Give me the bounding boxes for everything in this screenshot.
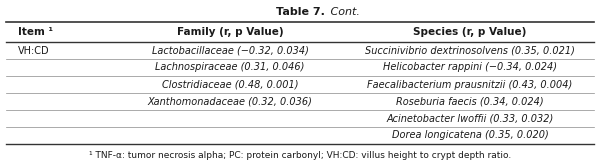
Text: Lachnospiraceae (0.31, 0.046): Lachnospiraceae (0.31, 0.046) <box>155 62 305 73</box>
Text: Family (r, p Value): Family (r, p Value) <box>176 27 283 37</box>
Text: Table 7.: Table 7. <box>275 7 325 17</box>
Text: Cont.: Cont. <box>327 7 360 17</box>
Text: Helicobacter rappini (−0.34, 0.024): Helicobacter rappini (−0.34, 0.024) <box>383 62 557 73</box>
Text: VH:CD: VH:CD <box>18 46 50 55</box>
Text: Faecalibacterium prausnitzii (0.43, 0.004): Faecalibacterium prausnitzii (0.43, 0.00… <box>367 79 572 90</box>
Text: Xanthomonadaceae (0.32, 0.036): Xanthomonadaceae (0.32, 0.036) <box>148 96 313 107</box>
Text: Acinetobacter lwoffii (0.33, 0.032): Acinetobacter lwoffii (0.33, 0.032) <box>386 114 554 123</box>
Text: ¹ TNF-α: tumor necrosis alpha; PC: protein carbonyl; VH:CD: villus height to cry: ¹ TNF-α: tumor necrosis alpha; PC: prote… <box>89 151 511 160</box>
Text: Succinivibrio dextrinosolvens (0.35, 0.021): Succinivibrio dextrinosolvens (0.35, 0.0… <box>365 46 575 55</box>
Text: Dorea longicatena (0.35, 0.020): Dorea longicatena (0.35, 0.020) <box>392 131 548 140</box>
Text: Roseburia faecis (0.34, 0.024): Roseburia faecis (0.34, 0.024) <box>396 96 544 107</box>
Text: Clostridiaceae (0.48, 0.001): Clostridiaceae (0.48, 0.001) <box>162 79 298 90</box>
Text: Lactobacillaceae (−0.32, 0.034): Lactobacillaceae (−0.32, 0.034) <box>152 46 308 55</box>
Text: Species (r, p Value): Species (r, p Value) <box>413 27 527 37</box>
Text: Item ¹: Item ¹ <box>18 27 53 37</box>
